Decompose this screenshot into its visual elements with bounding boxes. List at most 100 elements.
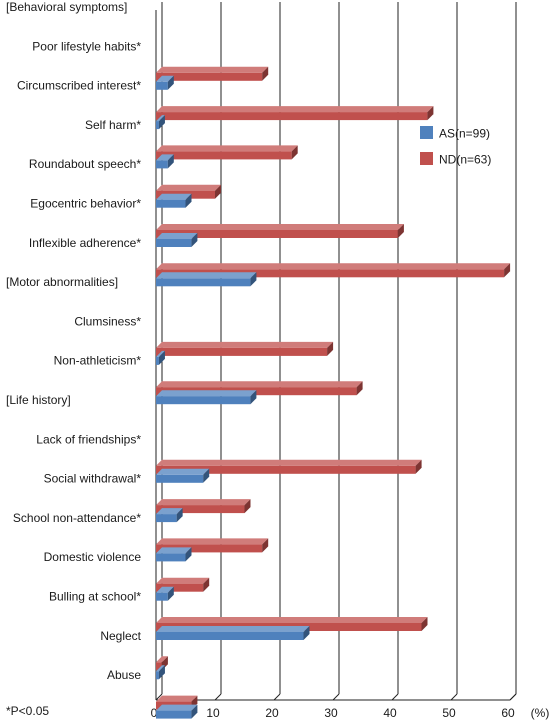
bar-end-face bbox=[250, 390, 257, 405]
bar bbox=[156, 544, 263, 553]
bar-top-face bbox=[156, 468, 210, 475]
bar-end-face bbox=[158, 350, 165, 365]
category-label: Self harm* bbox=[85, 118, 141, 132]
bar-end-face bbox=[291, 145, 298, 160]
bar-top-face bbox=[156, 145, 298, 152]
category-label: Clumsiness* bbox=[74, 314, 141, 328]
bar bbox=[156, 278, 251, 287]
bar bbox=[156, 465, 416, 474]
category-label: Bulling at school* bbox=[49, 590, 141, 604]
bar-top-face bbox=[156, 617, 428, 623]
floor-line bbox=[332, 693, 340, 701]
bar-end-face bbox=[185, 547, 192, 562]
bar bbox=[156, 269, 505, 278]
bar-top-face bbox=[156, 656, 168, 663]
bar-top-face bbox=[156, 184, 221, 191]
bar-end-face bbox=[215, 184, 221, 199]
bar-top-face bbox=[156, 508, 183, 515]
category-label: Abuse bbox=[107, 668, 141, 682]
bar-top-face bbox=[156, 66, 269, 73]
floor-line bbox=[214, 693, 222, 701]
category-label: Social withdrawal* bbox=[44, 472, 142, 486]
bar-top-face bbox=[156, 577, 210, 584]
bar bbox=[156, 72, 263, 81]
bar-top-face bbox=[156, 547, 192, 554]
x-tick-label: 0 bbox=[151, 706, 158, 720]
bar-end-face bbox=[327, 341, 334, 356]
category-label: School non-attendance* bbox=[13, 511, 141, 525]
bar-top-face bbox=[156, 704, 198, 711]
bar bbox=[156, 671, 159, 680]
legend-swatch bbox=[420, 126, 433, 139]
bar-end-face bbox=[191, 704, 198, 719]
section-header-label: [Motor abnormalities] bbox=[6, 275, 118, 289]
bar-top-face bbox=[156, 626, 310, 632]
floor-line bbox=[391, 693, 399, 701]
bar-top-face bbox=[156, 193, 192, 200]
bar-top-face bbox=[156, 459, 422, 466]
bar-end-face bbox=[203, 468, 210, 483]
bar bbox=[156, 710, 192, 719]
bar-end-face bbox=[167, 75, 174, 90]
floor-line bbox=[450, 693, 458, 701]
bar-top-face bbox=[156, 263, 511, 270]
bar-end-face bbox=[397, 224, 404, 238]
bar-end-face bbox=[427, 106, 434, 121]
bar bbox=[156, 160, 168, 169]
bar bbox=[156, 592, 168, 601]
bar bbox=[156, 81, 168, 90]
bar-end-face bbox=[176, 508, 183, 523]
bar-end-face bbox=[185, 193, 192, 208]
bar-end-face bbox=[303, 626, 310, 640]
category-label: Inflexible adherence* bbox=[29, 236, 141, 250]
bar-end-face bbox=[244, 499, 251, 514]
category-label: Egocentric behavior* bbox=[30, 197, 141, 211]
bar bbox=[156, 474, 204, 483]
bar bbox=[156, 396, 251, 405]
bar bbox=[156, 505, 245, 514]
bar-end-face bbox=[262, 66, 269, 81]
legend-swatch bbox=[420, 152, 433, 165]
legend-label: AS(n=99) bbox=[439, 127, 490, 141]
bar-top-face bbox=[156, 224, 404, 230]
category-label: Neglect bbox=[100, 629, 141, 643]
x-tick-label: 20 bbox=[265, 706, 279, 720]
category-label: Non-athleticism* bbox=[54, 354, 142, 368]
bar-end-face bbox=[504, 263, 511, 278]
bar bbox=[156, 662, 162, 671]
x-tick-label: 40 bbox=[383, 706, 397, 720]
bar-end-face bbox=[203, 577, 210, 592]
bar-top-face bbox=[156, 665, 165, 672]
bar-top-face bbox=[156, 154, 174, 161]
bar-end-face bbox=[262, 538, 269, 553]
x-tick-label: 10 bbox=[206, 706, 220, 720]
bar bbox=[156, 514, 177, 523]
bar-top-face bbox=[156, 233, 198, 239]
bar bbox=[156, 347, 328, 356]
section-header-label: [Behavioral symptoms] bbox=[6, 0, 127, 14]
bar-end-face bbox=[191, 233, 198, 247]
bar-top-face bbox=[156, 115, 165, 122]
bar-top-face bbox=[156, 695, 198, 702]
category-label: Domestic violence bbox=[44, 550, 142, 564]
significance-footnote: *P<0.05 bbox=[6, 704, 50, 718]
bar bbox=[156, 151, 292, 160]
bar-top-face bbox=[156, 272, 257, 279]
bar-end-face bbox=[421, 617, 428, 631]
bar-end-face bbox=[158, 665, 165, 680]
category-label: Lack of friendships* bbox=[36, 432, 141, 446]
floor-line bbox=[509, 693, 517, 701]
legend-label: ND(n=63) bbox=[439, 153, 491, 167]
bar-top-face bbox=[156, 538, 269, 545]
bar-top-face bbox=[156, 106, 434, 113]
bar-end-face bbox=[167, 586, 174, 601]
category-label: Circumscribed interest* bbox=[17, 79, 141, 93]
x-tick-label: 50 bbox=[442, 706, 456, 720]
bar-end-face bbox=[356, 381, 363, 396]
bar bbox=[156, 121, 159, 130]
bar-top-face bbox=[156, 390, 257, 397]
x-unit-label: (%) bbox=[531, 706, 550, 720]
bar-end-face bbox=[250, 272, 257, 287]
